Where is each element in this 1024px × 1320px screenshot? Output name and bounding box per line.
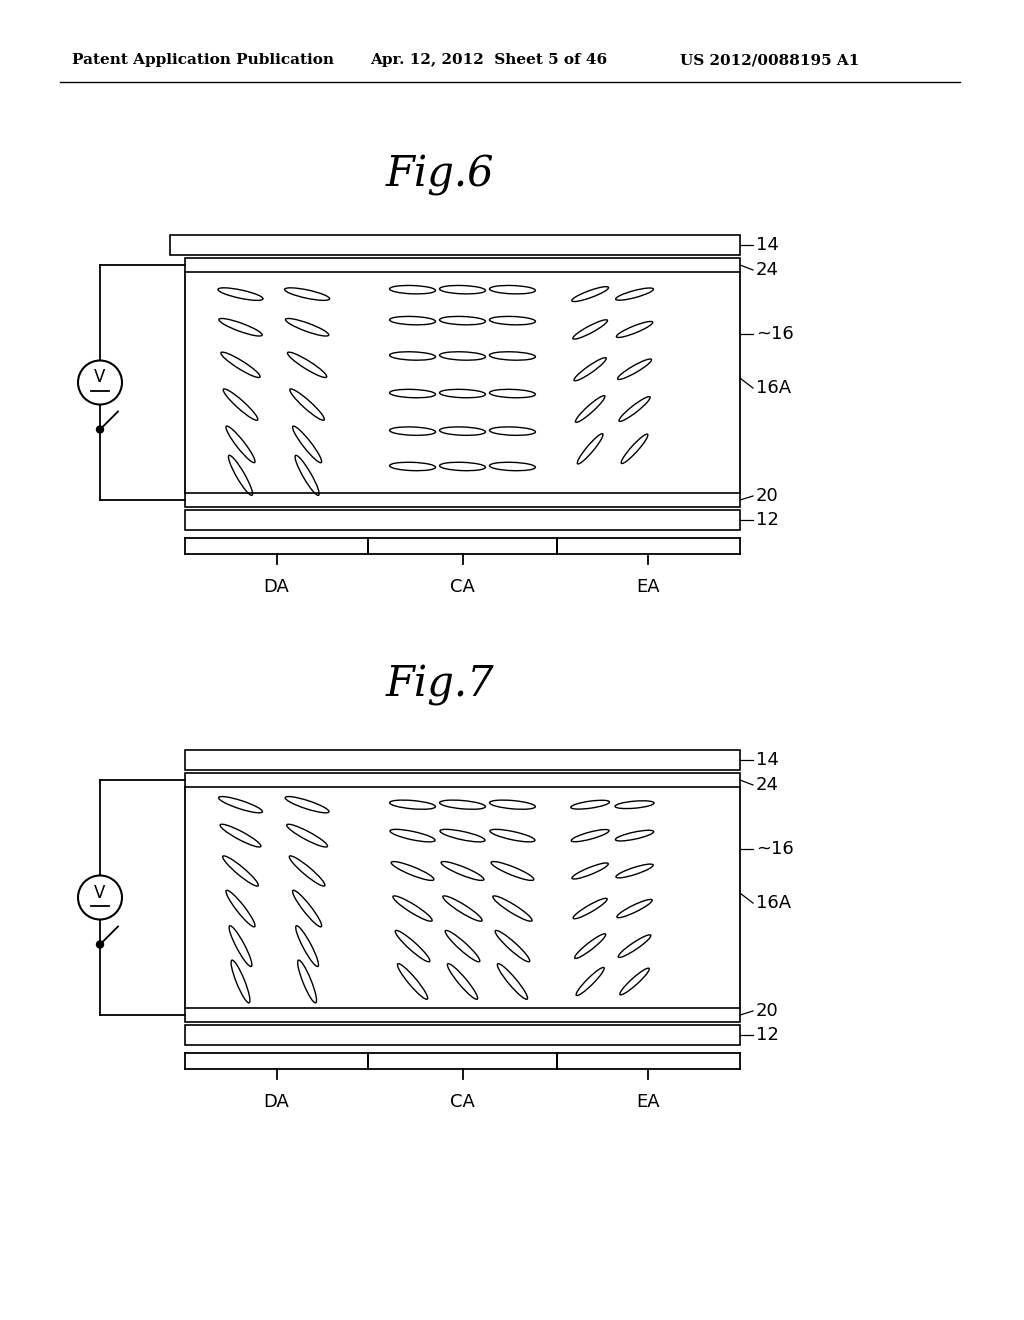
Circle shape [96, 426, 103, 433]
Text: Patent Application Publication: Patent Application Publication [72, 53, 334, 67]
Text: EA: EA [637, 578, 660, 597]
Text: 12: 12 [756, 511, 779, 529]
Bar [185, 257, 740, 272]
Text: DA: DA [263, 1093, 290, 1111]
Text: V: V [94, 883, 105, 902]
Text: CA: CA [451, 1093, 475, 1111]
Bar [185, 492, 740, 507]
Text: 20: 20 [756, 487, 778, 506]
Text: 16A: 16A [756, 894, 792, 912]
Text: 12: 12 [756, 1026, 779, 1044]
Circle shape [96, 941, 103, 948]
Text: 14: 14 [756, 751, 779, 770]
Text: 24: 24 [756, 776, 779, 795]
Text: ~16: ~16 [756, 840, 794, 858]
Circle shape [78, 875, 122, 920]
Text: DA: DA [263, 578, 290, 597]
Text: US 2012/0088195 A1: US 2012/0088195 A1 [680, 53, 859, 67]
Text: V: V [94, 368, 105, 387]
Circle shape [78, 360, 122, 404]
Text: 16A: 16A [756, 379, 792, 397]
Text: 14: 14 [756, 236, 779, 253]
Bar [185, 1008, 740, 1022]
Text: 24: 24 [756, 261, 779, 279]
Text: Fig.6: Fig.6 [386, 154, 495, 195]
Bar [185, 750, 740, 770]
Bar [185, 1026, 740, 1045]
Bar [170, 235, 740, 255]
Text: EA: EA [637, 1093, 660, 1111]
Bar [185, 774, 740, 787]
Text: Apr. 12, 2012  Sheet 5 of 46: Apr. 12, 2012 Sheet 5 of 46 [370, 53, 607, 67]
Text: 20: 20 [756, 1002, 778, 1020]
Text: ~16: ~16 [756, 325, 794, 343]
Text: CA: CA [451, 578, 475, 597]
Bar [185, 510, 740, 531]
Text: Fig.7: Fig.7 [386, 664, 495, 706]
